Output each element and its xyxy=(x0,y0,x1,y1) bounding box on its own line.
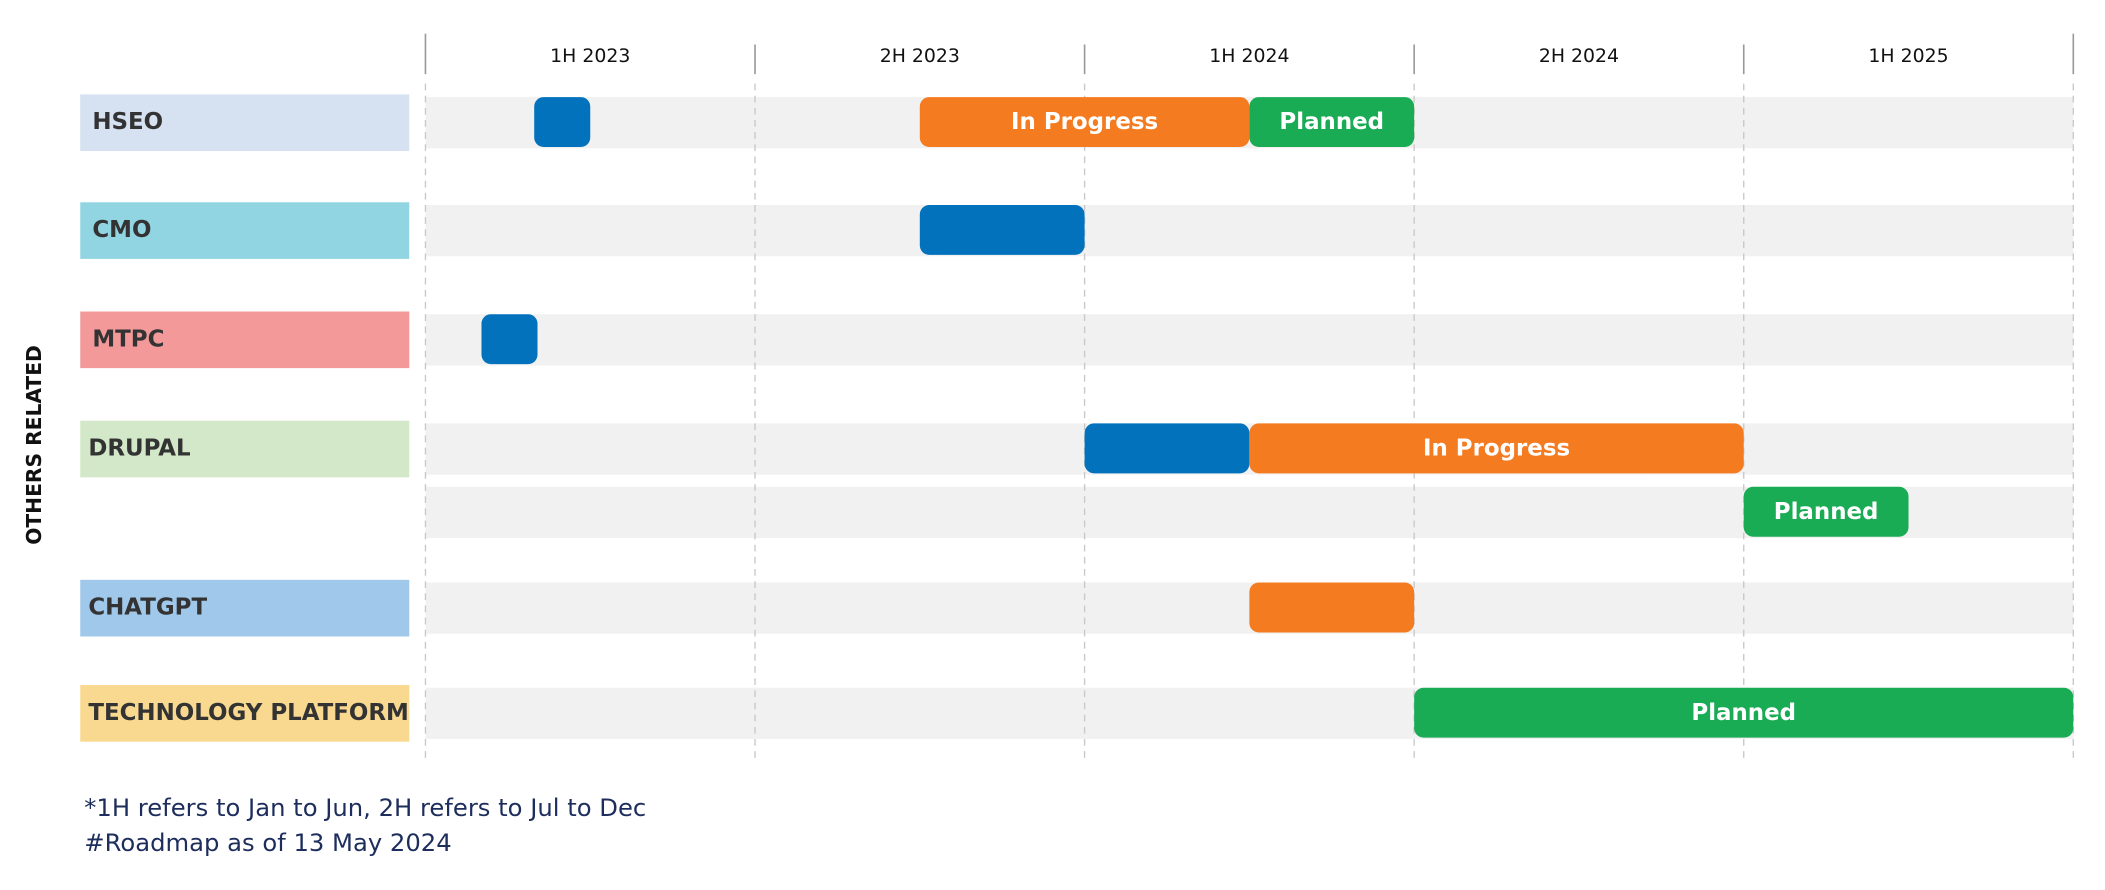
bar-label: Planned xyxy=(1691,700,1796,726)
row-label: MTPC xyxy=(92,326,164,352)
row-label-box xyxy=(80,420,410,478)
roadmap-bar xyxy=(919,204,1085,255)
period-label: 2H 2023 xyxy=(880,45,960,67)
row-label: DRUPAL xyxy=(88,436,190,462)
row-label: HSEO xyxy=(92,109,163,135)
row-label-box xyxy=(80,94,410,152)
bar-label: In Progress xyxy=(1011,109,1158,135)
period-label: 1H 2024 xyxy=(1209,45,1289,67)
roadmap-bar xyxy=(1249,97,1415,147)
row-label-box xyxy=(80,579,410,637)
row-label: CMO xyxy=(92,217,151,243)
roadmap-bar xyxy=(919,97,1250,147)
row-label-box xyxy=(80,311,410,369)
footnote: #Roadmap as of 13 May 2024 xyxy=(84,828,451,857)
roadmap-bar xyxy=(1414,687,2074,738)
bar-label: In Progress xyxy=(1423,436,1570,462)
period-label: 2H 2024 xyxy=(1539,45,1619,67)
roadmap-bar xyxy=(1249,582,1415,633)
footnote: *1H refers to Jan to Jun, 2H refers to J… xyxy=(84,793,646,822)
row-label: TECHNOLOGY PLATFORM xyxy=(88,700,409,726)
bar-label: Planned xyxy=(1279,109,1384,135)
roadmap-bar xyxy=(534,97,591,147)
lane-band xyxy=(425,204,2074,257)
period-label: 1H 2025 xyxy=(1868,45,1948,67)
roadmap-bar xyxy=(1249,423,1744,474)
bar-label: Planned xyxy=(1774,499,1879,525)
roadmap-bar xyxy=(1743,486,1909,537)
period-label: 1H 2023 xyxy=(550,45,630,67)
side-label: OTHERS RELATED xyxy=(22,345,46,545)
row-label-box xyxy=(80,685,410,742)
row-label: CHATGPT xyxy=(88,595,207,621)
row-label-box xyxy=(80,202,410,259)
lane-band xyxy=(425,314,2074,366)
roadmap-bar xyxy=(481,314,538,365)
roadmap-bar xyxy=(1084,423,1250,474)
